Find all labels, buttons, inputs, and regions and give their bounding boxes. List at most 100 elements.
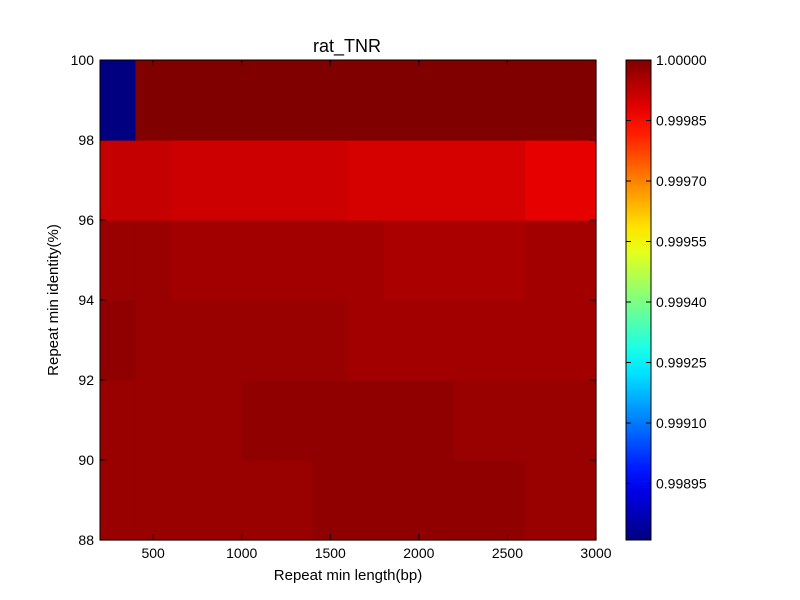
heatmap-cell <box>489 140 526 221</box>
chart-title: rat_TNR <box>313 36 381 57</box>
heatmap-cell <box>100 60 137 141</box>
heatmap-cell <box>525 140 562 221</box>
heatmap-cell <box>348 60 385 141</box>
heatmap-cell <box>241 220 278 301</box>
heatmap-cell <box>489 300 526 381</box>
colorbar-tick-label: 0.99925 <box>656 355 707 371</box>
heatmap-cell <box>135 300 172 381</box>
y-axis: 88 90 92 94 96 98 100 <box>71 52 596 548</box>
heatmap-cell <box>560 140 597 221</box>
heatmap-cell <box>489 60 526 141</box>
heatmap-cell <box>383 140 420 221</box>
heatmap-cell <box>418 460 455 541</box>
heatmap-cell <box>418 300 455 381</box>
colorbar-axis: 0.99895 0.99910 0.99925 0.99940 0.99955 0.999… <box>626 52 707 492</box>
heatmap-cell <box>454 300 491 381</box>
heatmap-cell <box>277 220 314 301</box>
heatmap-cell <box>525 220 562 301</box>
heatmap-cell <box>170 300 207 381</box>
heatmap-cell <box>418 380 455 461</box>
heatmap-cell <box>241 60 278 141</box>
colorbar-tick-label: 0.99970 <box>656 173 707 189</box>
heatmap-cell <box>312 220 349 301</box>
heatmap-cell <box>348 140 385 221</box>
colorbar-tick-label: 0.99910 <box>656 415 707 431</box>
heatmap-cell <box>277 140 314 221</box>
heatmap-cell <box>206 300 243 381</box>
heatmap-cell <box>489 220 526 301</box>
x-tick-label: 500 <box>141 545 165 561</box>
heatmap-cell <box>560 460 597 541</box>
heatmap-cells <box>100 60 597 541</box>
heatmap-cell <box>277 460 314 541</box>
heatmap-cell <box>383 60 420 141</box>
colorbar <box>626 60 651 540</box>
heatmap-cell <box>383 460 420 541</box>
heatmap-cell <box>312 460 349 541</box>
heatmap-cell <box>135 60 172 141</box>
heatmap-cell <box>241 460 278 541</box>
heatmap-cell <box>383 220 420 301</box>
heatmap-cell <box>560 380 597 461</box>
heatmap-cell <box>170 60 207 141</box>
heatmap-cell <box>489 380 526 461</box>
heatmap-cell <box>206 220 243 301</box>
heatmap-cell <box>454 140 491 221</box>
colorbar-tick-label: 0.99955 <box>656 234 707 250</box>
heatmap-cell <box>100 380 137 461</box>
heatmap-cell <box>100 140 137 221</box>
x-tick-label: 3000 <box>580 545 611 561</box>
heatmap-cell <box>100 460 137 541</box>
heatmap-cell <box>277 380 314 461</box>
heatmap-cell <box>348 300 385 381</box>
heatmap-cell <box>348 460 385 541</box>
heatmap-cell <box>348 220 385 301</box>
heatmap-cell <box>170 220 207 301</box>
x-tick-label: 1500 <box>315 545 346 561</box>
heatmap-cell <box>241 140 278 221</box>
heatmap-cell <box>348 380 385 461</box>
y-tick-label: 94 <box>78 292 94 308</box>
heatmap-cell <box>135 220 172 301</box>
x-tick-label: 2000 <box>403 545 434 561</box>
heatmap-cell <box>135 140 172 221</box>
y-tick-label: 92 <box>78 372 94 388</box>
y-axis-label: Repeat min identity(%) <box>45 224 62 376</box>
heatmap-cell <box>418 60 455 141</box>
heatmap-cell <box>277 60 314 141</box>
heatmap-cell <box>135 460 172 541</box>
heatmap-cell <box>241 380 278 461</box>
heatmap-cell <box>241 300 278 381</box>
heatmap-cell <box>135 380 172 461</box>
heatmap-cell <box>170 140 207 221</box>
colorbar-tick-label: 1.00000 <box>656 52 707 68</box>
heatmap-cell <box>170 380 207 461</box>
x-tick-label: 2500 <box>492 545 523 561</box>
heatmap-cell <box>560 300 597 381</box>
heatmap-cell <box>525 60 562 141</box>
heatmap-cell <box>312 140 349 221</box>
heatmap-cell <box>454 60 491 141</box>
heatmap-cell <box>383 380 420 461</box>
y-tick-label: 90 <box>78 452 94 468</box>
heatmap-cell <box>383 300 420 381</box>
x-axis: 500 1000 1500 2000 2500 3000 <box>141 60 612 561</box>
heatmap-cell <box>206 460 243 541</box>
heatmap-cell <box>525 380 562 461</box>
y-tick-label: 98 <box>78 132 94 148</box>
heatmap-cell <box>206 60 243 141</box>
heatmap-cell <box>312 300 349 381</box>
heatmap-cell <box>525 460 562 541</box>
heatmap-cell <box>277 300 314 381</box>
heatmap-cell <box>454 380 491 461</box>
y-tick-label: 88 <box>78 532 94 548</box>
y-tick-label: 100 <box>71 52 95 68</box>
heatmap-cell <box>454 460 491 541</box>
heatmap-cell <box>206 380 243 461</box>
heatmap-cell <box>100 300 137 381</box>
heatmap-cell <box>100 220 137 301</box>
heatmap-cell <box>560 60 597 141</box>
colorbar-tick-label: 0.99940 <box>656 294 707 310</box>
heatmap-cell <box>560 220 597 301</box>
